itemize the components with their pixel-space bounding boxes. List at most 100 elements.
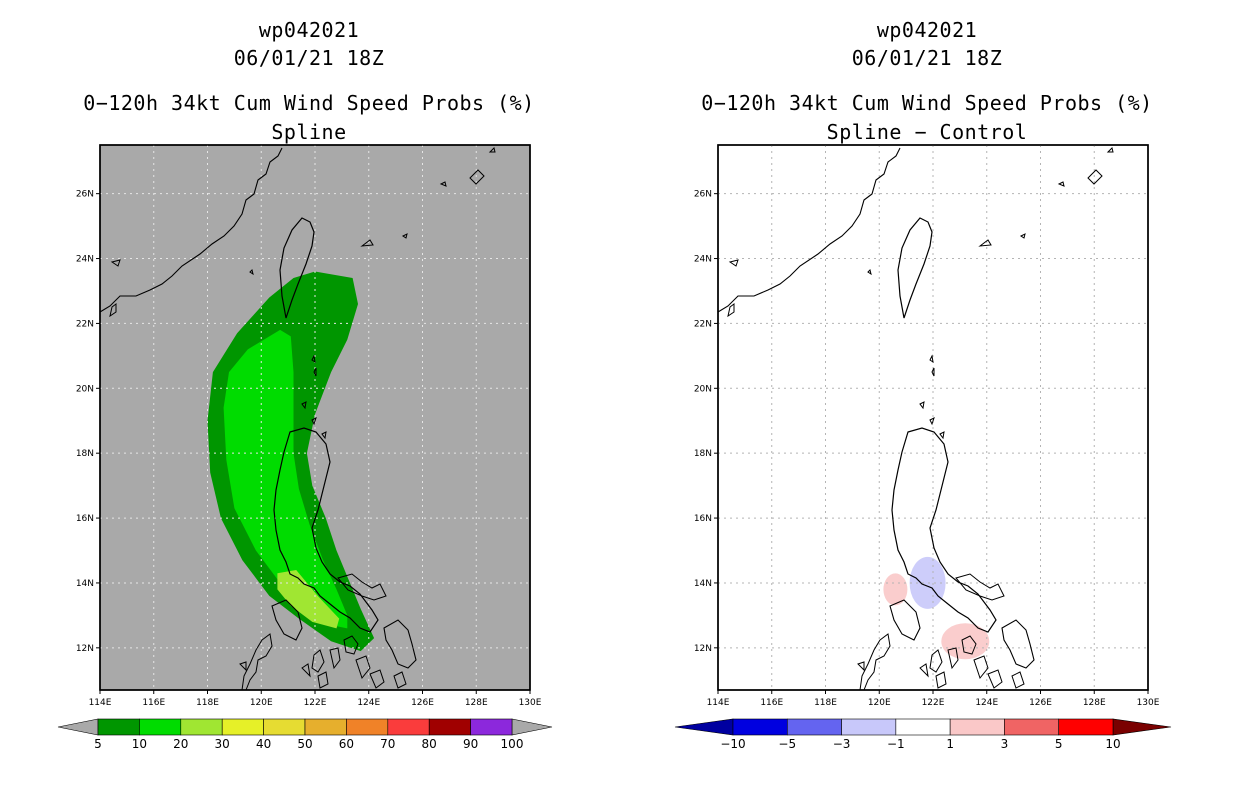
datetime: 06/01/21 18Z [233,46,385,70]
x-tick-label: 120E [868,698,891,708]
cbar-swatch [387,718,430,736]
x-tick-label: 126E [411,698,434,708]
cbar-label: −5 [778,737,796,751]
y-tick-label: 24N [694,255,712,265]
chart-title: 0−120h 34kt Cum Wind Speed Probs (%) [701,91,1153,115]
cbar-swatch [346,718,389,736]
cbar-swatch [221,718,264,736]
x-tick-label: 130E [1137,698,1160,708]
cbar-label: −3 [833,737,851,751]
cbar-label: 60 [339,737,354,751]
cbar-label: 50 [297,737,312,751]
y-tick-label: 20N [76,384,94,394]
colorbar: −10 −5 −3 −1 1 3 5 10 [674,718,1172,751]
colorbar: 5 10 20 30 40 50 60 70 80 90 100 [57,718,553,751]
storm-id: wp042021 [258,18,360,42]
y-tick-label: 14N [76,579,94,589]
y-tick-label: 26N [694,190,712,200]
spline-map: 114E 116E 118E 120E 122E 124E 126E 128E 130E 12N… [57,144,553,751]
cbar-label: 5 [94,737,102,751]
cbar-swatch [895,718,951,736]
x-tick-label: 114E [89,698,112,708]
spline-panel: wp042021 06/01/21 18Z 0−120h 34kt Cum Wi… [57,18,553,751]
storm-id: wp042021 [876,18,978,42]
chart-subtitle: Spline − Control [826,120,1028,144]
x-tick-label: 122E [922,698,945,708]
y-tick-label: 20N [694,384,712,394]
x-tick-label: 130E [519,698,542,708]
cbar-label: 1 [946,737,954,751]
x-tick-label: 124E [357,698,380,708]
x-tick-label: 122E [304,698,327,708]
cbar-swatch [1058,718,1114,736]
cbar-label: 5 [1055,737,1063,751]
y-tick-label: 26N [76,190,94,200]
datetime: 06/01/21 18Z [851,46,1003,70]
cbar-swatch [263,718,306,736]
cbar-swatch [428,718,471,736]
x-axis-ticks: 114E 116E 118E 120E 122E 124E 126E 128E 130E [89,690,542,708]
cbar-label: 100 [501,737,524,751]
y-axis-ticks: 12N 14N 16N 18N 20N 22N 24N 26N [76,190,100,654]
gridlines [718,145,1148,690]
cbar-label: 80 [422,737,437,751]
cbar-label: 3 [1001,737,1009,751]
cbar-swatch [949,718,1005,736]
x-tick-label: 128E [465,698,488,708]
cbar-high-end [511,718,553,736]
x-tick-label: 114E [707,698,730,708]
y-tick-label: 16N [694,514,712,524]
gridlines [100,145,530,690]
x-tick-label: 120E [250,698,273,708]
diff-region-0 [909,556,946,609]
y-tick-label: 12N [694,644,712,654]
cbar-high-end [1112,718,1172,736]
cbar-swatch [97,718,140,736]
cbar-swatch [732,718,788,736]
cbar-label: 90 [463,737,478,751]
x-tick-label: 118E [196,698,219,708]
diff-region-1 [883,573,908,606]
x-tick-label: 116E [760,698,783,708]
y-tick-label: 18N [76,449,94,459]
cbar-swatch [841,718,897,736]
chart-title: 0−120h 34kt Cum Wind Speed Probs (%) [83,91,535,115]
x-axis-ticks: 114E 116E 118E 120E 122E 124E 126E 128E 130E [707,690,1160,708]
cbar-swatch [139,718,182,736]
cbar-label: 20 [173,737,188,751]
cbar-label: −1 [887,737,905,751]
x-tick-label: 118E [814,698,837,708]
diff-region-2 [941,623,990,660]
prob-region-10-20 [223,329,348,629]
y-tick-label: 12N [76,644,94,654]
probability-regions [207,271,375,652]
cbar-label: −10 [720,737,745,751]
prob-region-20-30 [277,570,340,629]
y-tick-label: 14N [694,579,712,589]
x-tick-label: 116E [142,698,165,708]
cbar-label: 10 [132,737,147,751]
y-tick-label: 16N [76,514,94,524]
cbar-low-end [57,718,99,736]
cbar-label: 30 [215,737,230,751]
cbar-swatch [180,718,223,736]
y-tick-label: 22N [76,319,94,329]
cbar-low-end [674,718,734,736]
spline-control-panel: wp042021 06/01/21 18Z 0−120h 34kt Cum Wi… [618,0,1236,800]
cbar-swatch [1004,718,1060,736]
y-tick-label: 18N [694,449,712,459]
cbar-swatch [786,718,842,736]
y-tick-label: 24N [76,255,94,265]
x-tick-label: 124E [975,698,998,708]
x-tick-label: 126E [1029,698,1052,708]
chart-subtitle: Spline [271,120,347,144]
cbar-swatch [470,718,513,736]
y-tick-label: 22N [694,319,712,329]
cbar-label: 70 [380,737,395,751]
difference-map: 114E 116E 118E 120E 122E 124E 126E 128E 130E 12N… [674,144,1172,751]
y-axis-ticks: 12N 14N 16N 18N 20N 22N 24N 26N [694,190,718,654]
x-tick-label: 128E [1083,698,1106,708]
cbar-label: 40 [256,737,271,751]
cbar-swatch [304,718,347,736]
cbar-label: 10 [1105,737,1120,751]
